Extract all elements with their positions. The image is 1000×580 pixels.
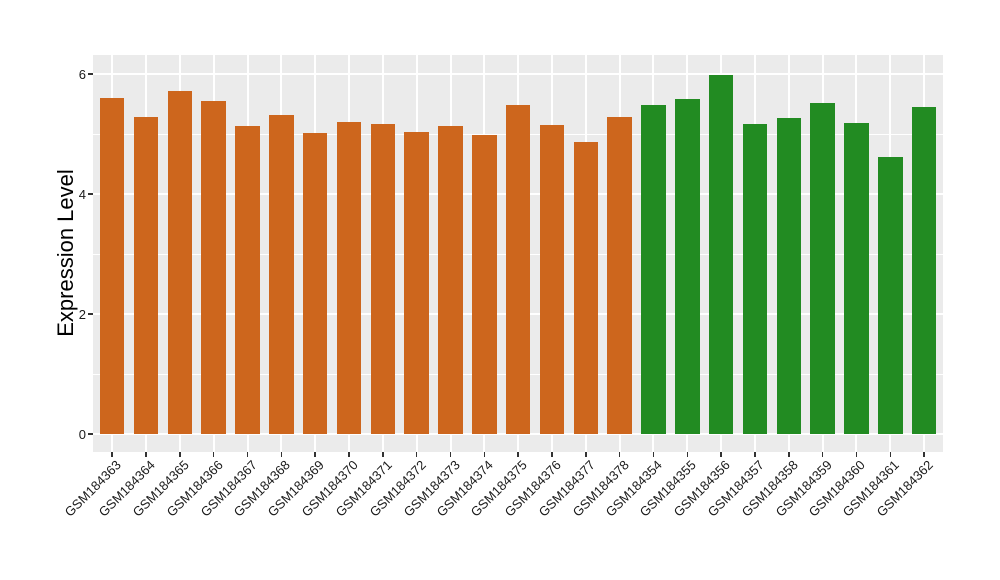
y-tick-mark	[88, 433, 93, 435]
x-tick-mark	[517, 452, 519, 457]
x-tick-mark	[382, 452, 384, 457]
y-tick-mark	[88, 73, 93, 75]
x-tick-mark	[246, 452, 249, 457]
x-tick-mark	[754, 452, 756, 457]
plot-panel	[93, 55, 943, 452]
bar-GSM184368	[269, 115, 294, 434]
bar-GSM184364	[133, 117, 159, 434]
bar-GSM184359	[810, 102, 835, 434]
bar-GSM184366	[201, 101, 226, 434]
x-tick-mark	[449, 452, 452, 457]
x-tick-mark	[415, 452, 418, 457]
x-tick-mark	[348, 452, 350, 457]
bar-GSM184361	[878, 156, 903, 434]
y-tick-label: 0	[78, 426, 86, 442]
x-tick-mark	[720, 452, 722, 457]
bar-GSM184362	[911, 107, 937, 434]
bar-GSM184358	[776, 118, 802, 434]
y-tick-mark	[88, 313, 93, 315]
x-tick-mark	[483, 452, 486, 457]
bar-GSM184356	[708, 75, 734, 434]
bar-GSM184367	[235, 126, 260, 434]
bar-GSM184365	[167, 91, 193, 434]
bar-GSM184360	[844, 123, 869, 434]
x-tick-mark	[145, 452, 147, 457]
bar-GSM184378	[607, 116, 632, 434]
x-tick-mark	[788, 452, 790, 457]
x-tick-mark	[652, 452, 655, 457]
bar-GSM184370	[336, 122, 362, 434]
bar-GSM184371	[370, 123, 396, 434]
y-tick-label: 4	[78, 186, 86, 202]
x-tick-mark	[551, 452, 553, 457]
bar-GSM184372	[404, 131, 429, 434]
x-tick-mark	[855, 452, 858, 457]
y-tick-label: 2	[78, 306, 86, 322]
bar-GSM184373	[438, 126, 463, 434]
bar-GSM184369	[302, 132, 328, 434]
x-tick-mark	[923, 452, 925, 457]
bar-GSM184354	[641, 105, 666, 434]
bar-GSM184355	[675, 98, 700, 434]
bar-GSM184357	[742, 123, 768, 434]
x-tick-mark	[280, 452, 283, 457]
x-tick-mark	[314, 452, 316, 457]
x-tick-mark	[821, 452, 824, 457]
y-tick-mark	[88, 193, 93, 195]
bar-GSM184377	[573, 141, 599, 434]
x-tick-mark	[212, 452, 215, 457]
x-tick-mark	[111, 452, 113, 457]
bar-GSM184363	[99, 98, 125, 434]
bar-GSM184375	[505, 104, 531, 434]
bar-GSM184376	[539, 125, 565, 434]
y-tick-label: 6	[78, 66, 86, 82]
bar-GSM184374	[472, 135, 497, 434]
x-tick-mark	[179, 452, 181, 457]
x-tick-mark	[686, 452, 689, 457]
x-tick-mark	[585, 452, 587, 457]
x-tick-mark	[889, 452, 892, 457]
x-tick-mark	[618, 452, 621, 457]
